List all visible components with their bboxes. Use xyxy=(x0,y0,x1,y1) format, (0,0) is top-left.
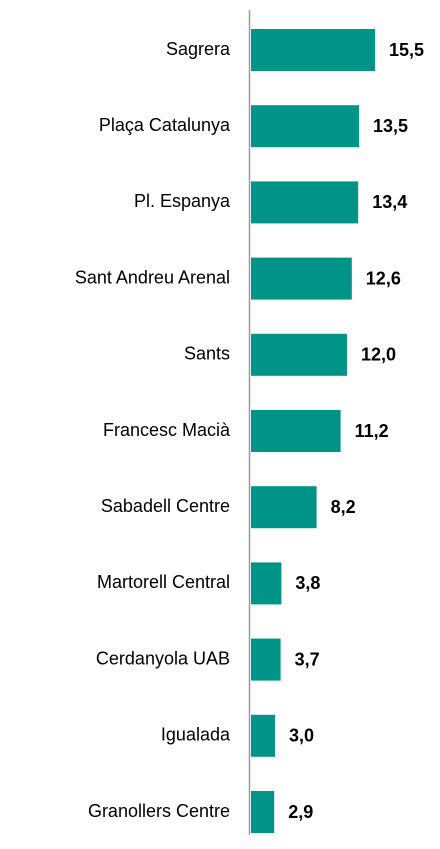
bar xyxy=(251,562,282,605)
category-label: Plaça Catalunya xyxy=(99,115,231,135)
category-label: Martorell Central xyxy=(97,572,230,592)
bar xyxy=(251,486,317,529)
value-label: 13,4 xyxy=(372,192,407,212)
value-label: 11,2 xyxy=(355,421,389,441)
value-label: 3,7 xyxy=(295,649,320,669)
category-label: Sabadell Centre xyxy=(101,496,230,516)
bar xyxy=(251,29,375,71)
category-label: Granollers Centre xyxy=(88,801,230,821)
value-label: 12,0 xyxy=(361,345,396,365)
category-label: Francesc Macià xyxy=(103,420,231,440)
value-label: 13,5 xyxy=(373,116,408,136)
bar xyxy=(251,105,359,148)
bar xyxy=(251,410,341,452)
category-label: Cerdanyola UAB xyxy=(96,648,230,668)
value-label: 3,0 xyxy=(289,726,314,746)
category-label: Pl. Espanya xyxy=(134,191,231,211)
bar xyxy=(251,181,359,224)
bar xyxy=(251,257,352,300)
value-label: 15,5 xyxy=(389,40,424,60)
category-label: Sants xyxy=(184,344,230,364)
bar xyxy=(251,791,275,833)
category-label: Sant Andreu Arenal xyxy=(75,267,230,287)
bar xyxy=(251,638,281,681)
category-label: Sagrera xyxy=(166,39,231,59)
bar xyxy=(251,333,347,376)
value-label: 8,2 xyxy=(331,497,356,517)
value-label: 2,9 xyxy=(288,802,313,822)
bar xyxy=(251,714,275,757)
value-label: 3,8 xyxy=(295,573,320,593)
category-label: Igualada xyxy=(161,725,231,745)
value-label: 12,6 xyxy=(366,268,401,288)
